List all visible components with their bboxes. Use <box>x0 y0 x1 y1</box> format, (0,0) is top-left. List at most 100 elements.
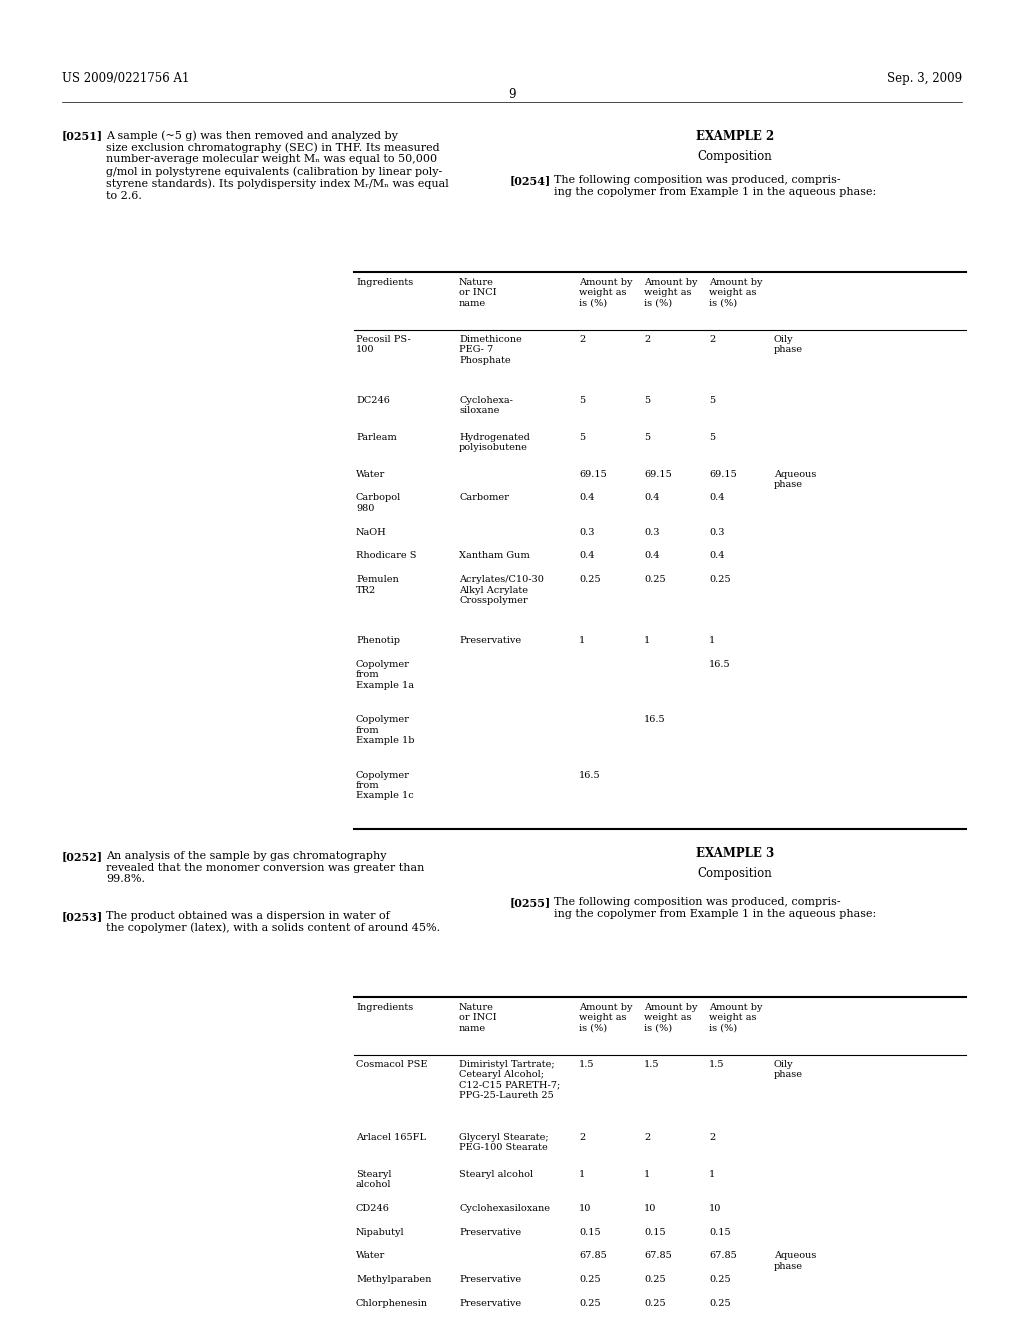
Text: Aqueous
phase: Aqueous phase <box>774 470 816 488</box>
Text: 0.3: 0.3 <box>644 528 659 537</box>
Text: 10: 10 <box>709 1204 721 1213</box>
Text: Amount by
weight as
is (%): Amount by weight as is (%) <box>579 1003 633 1032</box>
Text: 2: 2 <box>644 335 650 345</box>
Text: 0.3: 0.3 <box>709 528 725 537</box>
Text: Composition: Composition <box>697 150 772 162</box>
Text: Nature
or INCI
name: Nature or INCI name <box>459 279 497 308</box>
Text: Preservative: Preservative <box>459 1275 521 1284</box>
Text: 0.4: 0.4 <box>709 494 725 503</box>
Text: Sep. 3, 2009: Sep. 3, 2009 <box>887 73 962 84</box>
Text: 1: 1 <box>644 1170 650 1179</box>
Text: Copolymer
from
Example 1c: Copolymer from Example 1c <box>356 771 414 800</box>
Text: 1: 1 <box>644 636 650 645</box>
Text: The product obtained was a dispersion in water of
the copolymer (latex), with a : The product obtained was a dispersion in… <box>106 911 440 933</box>
Text: Rhodicare S: Rhodicare S <box>356 552 417 561</box>
Text: Amount by
weight as
is (%): Amount by weight as is (%) <box>644 279 697 308</box>
Text: 0.25: 0.25 <box>579 1275 601 1284</box>
Text: Arlacel 165FL: Arlacel 165FL <box>356 1133 426 1142</box>
Text: Amount by
weight as
is (%): Amount by weight as is (%) <box>709 1003 763 1032</box>
Text: 5: 5 <box>644 433 650 442</box>
Text: DC246: DC246 <box>356 396 390 405</box>
Text: 10: 10 <box>644 1204 656 1213</box>
Text: 0.15: 0.15 <box>579 1228 601 1237</box>
Text: Amount by
weight as
is (%): Amount by weight as is (%) <box>709 279 763 308</box>
Text: 2: 2 <box>579 1133 586 1142</box>
Text: Water: Water <box>356 1251 385 1261</box>
Text: Chlorphenesin: Chlorphenesin <box>356 1299 428 1308</box>
Text: The following composition was produced, compris-
ing the copolymer from Example : The following composition was produced, … <box>554 898 877 919</box>
Text: Nature
or INCI
name: Nature or INCI name <box>459 1003 497 1032</box>
Text: Stearyl
alcohol: Stearyl alcohol <box>356 1170 391 1189</box>
Text: Composition: Composition <box>697 867 772 880</box>
Text: 69.15: 69.15 <box>644 470 672 479</box>
Text: 0.4: 0.4 <box>579 552 595 561</box>
Text: Copolymer
from
Example 1a: Copolymer from Example 1a <box>356 660 414 689</box>
Text: Hydrogenated
polyisobutene: Hydrogenated polyisobutene <box>459 433 529 451</box>
Text: Parleam: Parleam <box>356 433 396 442</box>
Text: 2: 2 <box>709 1133 715 1142</box>
Text: 0.25: 0.25 <box>644 1299 666 1308</box>
Text: Oily
phase: Oily phase <box>774 335 803 354</box>
Text: [0252]: [0252] <box>62 851 103 862</box>
Text: 1: 1 <box>579 1170 586 1179</box>
Text: 2: 2 <box>644 1133 650 1142</box>
Text: 67.85: 67.85 <box>579 1251 607 1261</box>
Text: Preservative: Preservative <box>459 636 521 645</box>
Text: Nipabutyl: Nipabutyl <box>356 1228 404 1237</box>
Text: 0.4: 0.4 <box>644 552 659 561</box>
Text: 5: 5 <box>644 396 650 405</box>
Text: 1.5: 1.5 <box>709 1060 725 1069</box>
Text: Phenotip: Phenotip <box>356 636 400 645</box>
Text: 16.5: 16.5 <box>644 715 666 725</box>
Text: 1.5: 1.5 <box>644 1060 659 1069</box>
Text: Xantham Gum: Xantham Gum <box>459 552 529 561</box>
Text: 16.5: 16.5 <box>709 660 731 669</box>
Text: 0.15: 0.15 <box>709 1228 731 1237</box>
Text: Cyclohexasiloxane: Cyclohexasiloxane <box>459 1204 550 1213</box>
Text: 0.25: 0.25 <box>709 576 731 585</box>
Text: EXAMPLE 2: EXAMPLE 2 <box>696 129 774 143</box>
Text: Methylparaben: Methylparaben <box>356 1275 431 1284</box>
Text: 2: 2 <box>579 335 586 345</box>
Text: [0254]: [0254] <box>510 176 551 186</box>
Text: Pemulen
TR2: Pemulen TR2 <box>356 576 398 594</box>
Text: 0.4: 0.4 <box>644 494 659 503</box>
Text: 5: 5 <box>579 396 585 405</box>
Text: Carbomer: Carbomer <box>459 494 509 503</box>
Text: Dimethicone
PEG- 7
Phosphate: Dimethicone PEG- 7 Phosphate <box>459 335 522 364</box>
Text: 0.25: 0.25 <box>709 1299 731 1308</box>
Text: Stearyl alcohol: Stearyl alcohol <box>459 1170 534 1179</box>
Text: Water: Water <box>356 470 385 479</box>
Text: Ingredients: Ingredients <box>356 279 414 286</box>
Text: 0.25: 0.25 <box>644 576 666 585</box>
Text: Oily
phase: Oily phase <box>774 1060 803 1080</box>
Text: Cosmacol PSE: Cosmacol PSE <box>356 1060 427 1069</box>
Text: Amount by
weight as
is (%): Amount by weight as is (%) <box>579 279 633 308</box>
Text: 1.5: 1.5 <box>579 1060 595 1069</box>
Text: 0.4: 0.4 <box>709 552 725 561</box>
Text: 0.4: 0.4 <box>579 494 595 503</box>
Text: 0.3: 0.3 <box>579 528 595 537</box>
Text: 0.25: 0.25 <box>644 1275 666 1284</box>
Text: US 2009/0221756 A1: US 2009/0221756 A1 <box>62 73 189 84</box>
Text: 67.85: 67.85 <box>709 1251 736 1261</box>
Text: Acrylates/C10-30
Alkyl Acrylate
Crosspolymer: Acrylates/C10-30 Alkyl Acrylate Crosspol… <box>459 576 544 605</box>
Text: Ingredients: Ingredients <box>356 1003 414 1012</box>
Text: 9: 9 <box>508 88 516 102</box>
Text: 5: 5 <box>579 433 585 442</box>
Text: [0255]: [0255] <box>510 898 551 908</box>
Text: Cyclohexa-
siloxane: Cyclohexa- siloxane <box>459 396 513 414</box>
Text: [0251]: [0251] <box>62 129 103 141</box>
Text: Preservative: Preservative <box>459 1299 521 1308</box>
Text: Copolymer
from
Example 1b: Copolymer from Example 1b <box>356 715 415 744</box>
Text: NaOH: NaOH <box>356 528 387 537</box>
Text: 1: 1 <box>579 636 586 645</box>
Text: A sample (~5 g) was then removed and analyzed by
size exclusion chromatography (: A sample (~5 g) was then removed and ana… <box>106 129 449 201</box>
Text: 10: 10 <box>579 1204 592 1213</box>
Text: 0.25: 0.25 <box>579 576 601 585</box>
Text: 67.85: 67.85 <box>644 1251 672 1261</box>
Text: An analysis of the sample by gas chromatography
revealed that the monomer conver: An analysis of the sample by gas chromat… <box>106 851 424 884</box>
Text: Carbopol
980: Carbopol 980 <box>356 494 401 512</box>
Text: Dimiristyl Tartrate;
Cetearyl Alcohol;
C12-C15 PARETH-7;
PPG-25-Laureth 25: Dimiristyl Tartrate; Cetearyl Alcohol; C… <box>459 1060 560 1101</box>
Text: 0.15: 0.15 <box>644 1228 666 1237</box>
